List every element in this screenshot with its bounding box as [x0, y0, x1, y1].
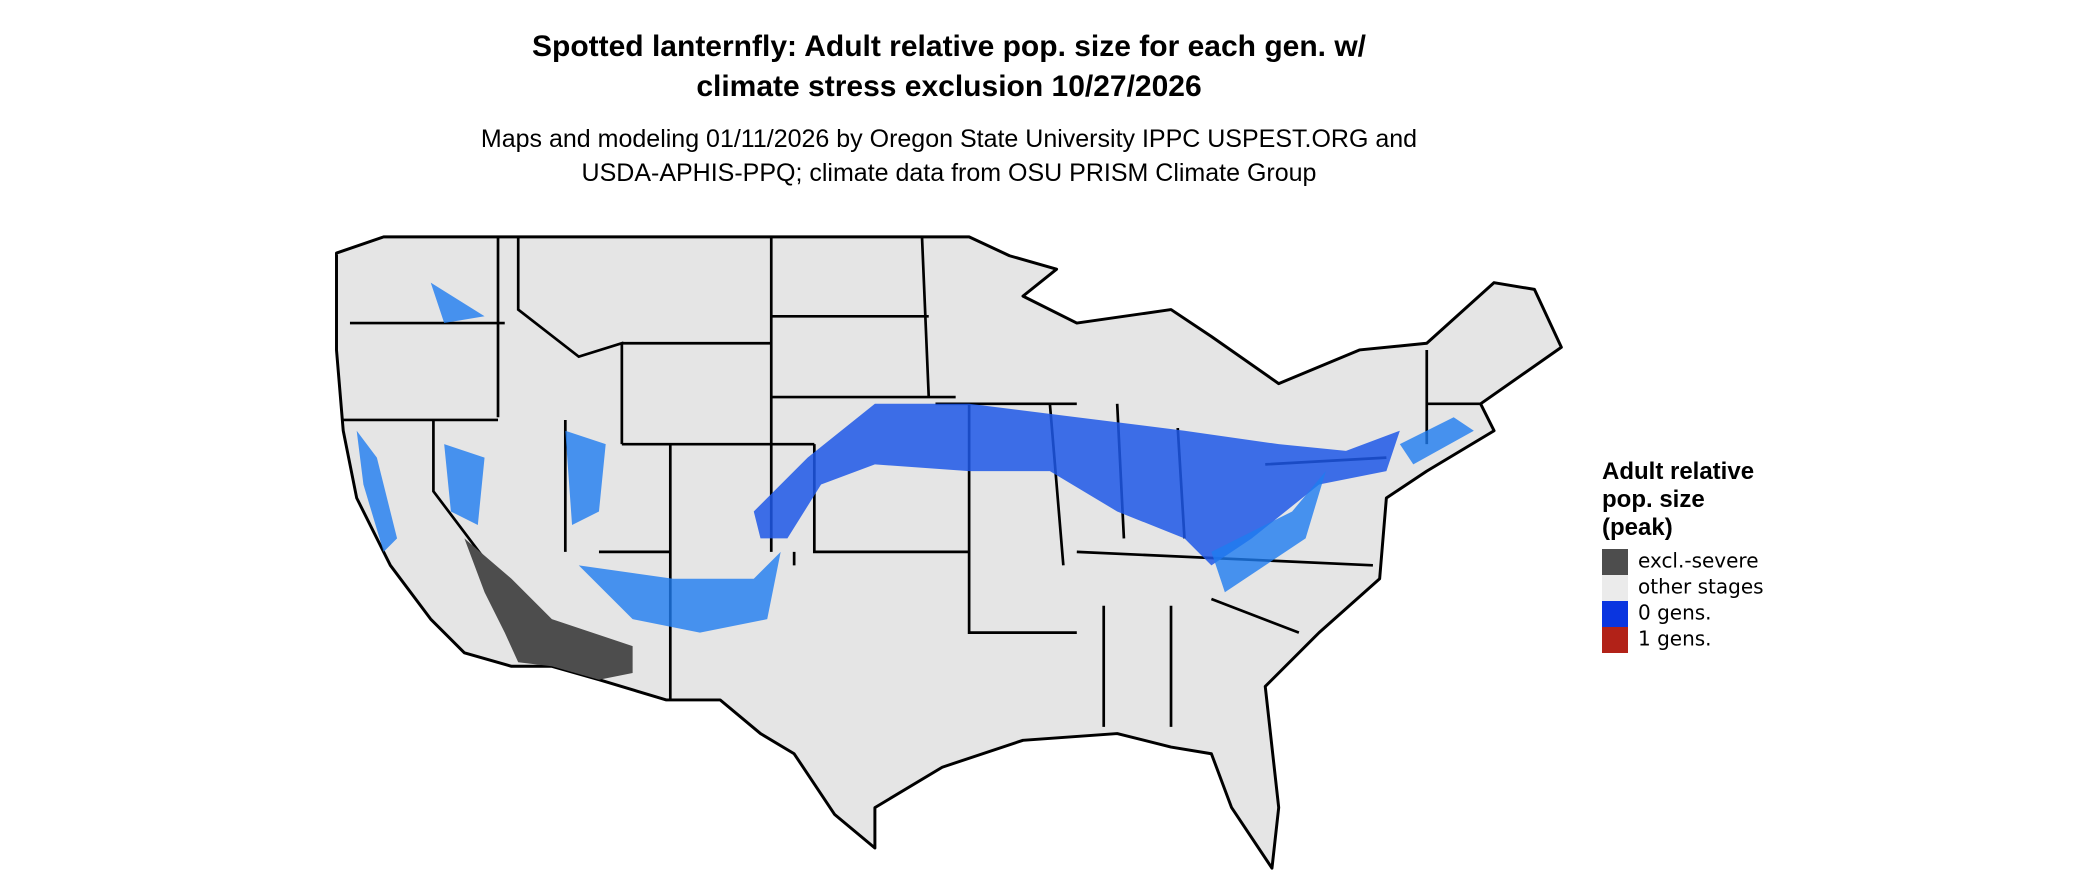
legend-label: 1 gens. — [1638, 627, 1712, 651]
legend-swatch — [1602, 601, 1628, 627]
us-map — [335, 235, 1563, 870]
legend-title-line: Adult relative — [1602, 458, 1754, 485]
legend-swatch — [1602, 549, 1628, 575]
legend-swatch — [1602, 575, 1628, 601]
title-line: climate stress exclusion 10/27/2026 — [696, 70, 1201, 103]
gray-excluded-area — [464, 538, 633, 680]
subtitle-line: Maps and modeling 01/11/2026 by Oregon S… — [481, 125, 1417, 153]
legend-label: excl.-severe — [1638, 549, 1759, 573]
blue-suitable-band — [356, 282, 1474, 633]
legend-title-line: pop. size — [1602, 486, 1705, 513]
legend-label: 0 gens. — [1638, 601, 1712, 625]
legend-swatch — [1602, 627, 1628, 653]
title-line: Spotted lanternfly: Adult relative pop. … — [532, 30, 1367, 63]
blue-suitable-band — [753, 403, 1400, 566]
legend-label: other stages — [1638, 575, 1764, 599]
subtitle-line: USDA-APHIS-PPQ; climate data from OSU PR… — [582, 159, 1317, 187]
legend-title-line: (peak) — [1602, 514, 1673, 541]
